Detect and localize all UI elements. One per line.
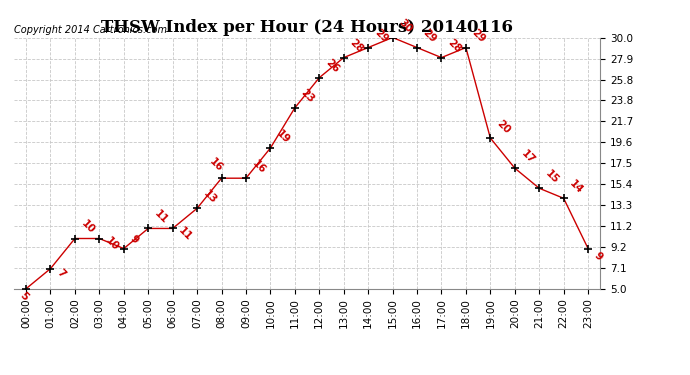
Text: 11: 11	[152, 209, 170, 226]
Text: 29: 29	[373, 27, 390, 45]
Text: 29: 29	[470, 27, 487, 45]
Text: 26: 26	[324, 58, 341, 75]
Text: 10: 10	[79, 218, 97, 236]
Text: 28: 28	[348, 38, 365, 55]
Text: 14: 14	[568, 178, 585, 195]
Text: 16: 16	[250, 158, 268, 176]
Text: 15: 15	[543, 168, 561, 186]
Text: 29: 29	[421, 27, 438, 45]
Text: 30: 30	[397, 17, 414, 35]
Text: 9: 9	[592, 251, 604, 262]
Text: 16: 16	[208, 157, 225, 174]
Text: 9: 9	[128, 234, 140, 246]
Text: 19: 19	[275, 128, 292, 145]
Text: 10: 10	[104, 235, 121, 252]
Text: 11: 11	[177, 225, 194, 242]
Text: 13: 13	[201, 188, 219, 206]
Text: 20: 20	[495, 118, 512, 135]
Text: 23: 23	[299, 88, 316, 105]
Title: THSW Index per Hour (24 Hours) 20140116: THSW Index per Hour (24 Hours) 20140116	[101, 19, 513, 36]
Text: 28: 28	[446, 38, 463, 55]
Text: 5: 5	[18, 291, 30, 303]
Text: 7: 7	[55, 267, 67, 280]
Text: 17: 17	[519, 148, 536, 165]
Text: Copyright 2014 Cartronics.com: Copyright 2014 Cartronics.com	[14, 25, 167, 35]
